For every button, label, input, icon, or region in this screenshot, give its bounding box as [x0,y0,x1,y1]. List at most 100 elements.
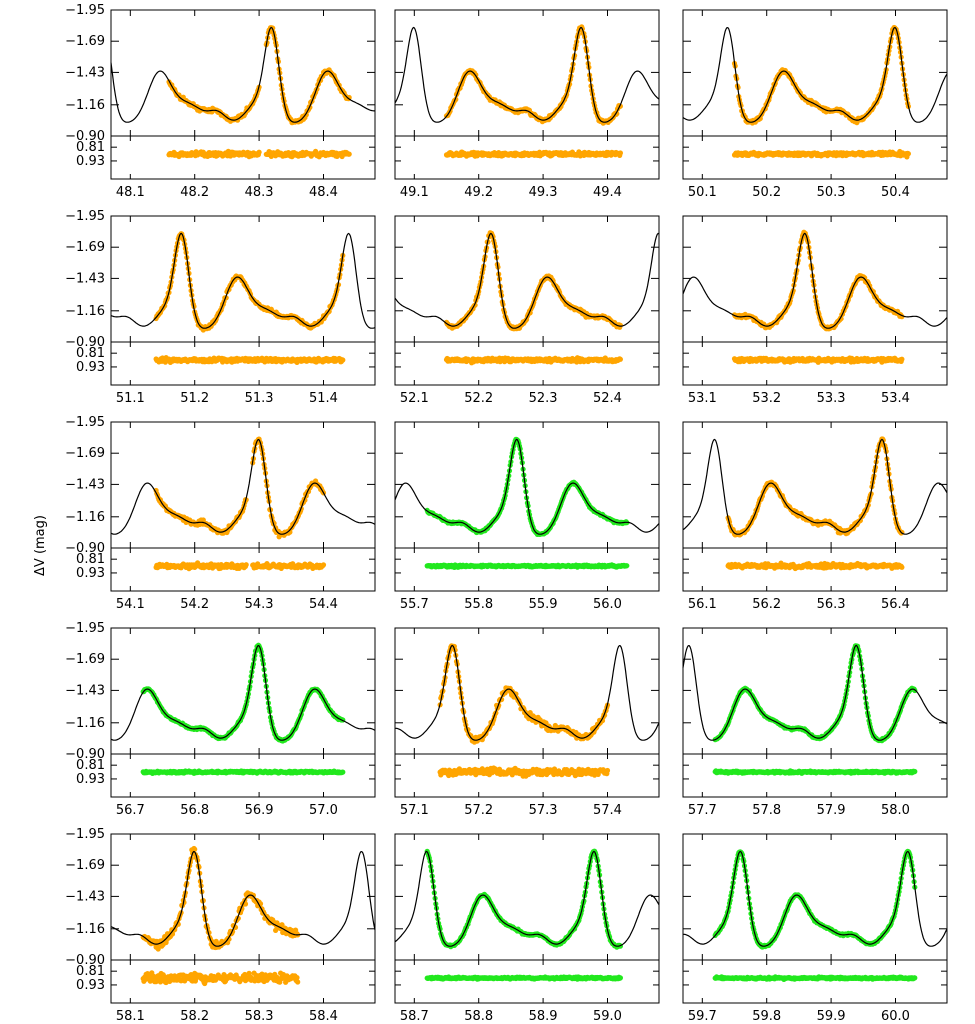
x-tick-label: 50.3 [817,185,846,200]
model-curve [110,26,375,123]
residual-tick-label: 0.93 [76,154,105,169]
y-tick-label: −1.16 [65,510,105,525]
x-tick-label: 52.2 [464,391,493,406]
residual-points [166,148,352,160]
residual-point [624,563,630,569]
x-tick-label: 52.1 [400,391,429,406]
residual-tick-label: 0.93 [76,566,105,581]
residual-tick-label: 0.93 [76,360,105,375]
panel-5: 52.1 52.2 52.3 52.4 [394,215,660,406]
y-tick-label: −1.16 [65,304,105,319]
residual-frame [110,753,376,798]
residual-point [340,357,346,363]
residual-point [905,151,912,157]
x-tick-label: 49.1 [400,185,429,200]
residual-point [256,149,262,155]
residual-tick-label: 0.81 [76,346,105,361]
residual-point [899,564,905,570]
data-points [153,436,327,540]
panel-3: 50.1 50.2 50.3 50.4 [682,9,948,200]
x-tick-label: 54.3 [245,597,274,612]
x-tick-label: 53.2 [752,391,781,406]
data-points [153,231,346,333]
x-tick-label: 52.3 [529,391,558,406]
x-tick-label: 50.4 [881,185,910,200]
residual-points [153,560,327,572]
x-tick-label: 56.3 [817,597,846,612]
residual-point [243,562,249,568]
panel-7: 54.1 54.2 54.3 54.4−1.95−1.69−1.43−1.16−0.9… [65,415,376,612]
x-tick-label: 53.1 [688,391,717,406]
data-points [731,229,905,332]
model-curve [110,232,376,329]
x-tick-label: 54.1 [116,597,145,612]
y-tick-label: −1.69 [65,34,105,49]
residual-points [731,355,905,365]
x-tick-label: 56.2 [752,597,781,612]
panel-9: 56.1 56.2 56.3 56.4 [682,421,948,612]
residual-frame [682,547,948,592]
x-tick-label: 48.4 [309,185,338,200]
x-tick-label: 56.4 [881,597,910,612]
residual-frame [110,135,376,180]
lightcurve-frame [394,9,660,137]
x-tick-label: 56.0 [593,597,622,612]
residual-points [153,355,346,365]
x-tick-label: 51.4 [309,391,338,406]
x-tick-label: 49.2 [464,185,493,200]
residual-points [443,355,624,366]
x-tick-label: 48.3 [245,185,274,200]
residual-frame [394,135,660,180]
y-tick-label: −1.43 [65,65,105,80]
x-tick-label: 49.3 [529,185,558,200]
lightcurve-frame [682,215,948,343]
residual-point [320,562,327,568]
residual-points [725,560,905,572]
panel-4: 51.1 51.2 51.3 51.4−1.95−1.69−1.43−1.16−0.9… [65,209,376,406]
residual-point [617,356,624,362]
y-tick-label: −1.43 [65,271,105,286]
residual-frame [394,547,660,592]
panel-6: 53.1 53.2 53.3 53.4 [682,215,948,406]
y-tick-label: −1.95 [65,209,105,224]
y-tick-label: −1.95 [65,415,105,430]
x-tick-label: 48.2 [180,185,209,200]
x-tick-label: 55.9 [529,597,558,612]
x-tick-label: 49.4 [593,185,622,200]
x-tick-label: 55.8 [464,597,493,612]
x-tick-label: 55.7 [400,597,429,612]
residual-frame [394,341,660,386]
panel-8: 55.7 55.8 55.9 56.0 [394,421,660,612]
x-tick-label: 53.4 [881,391,910,406]
residual-point [617,150,624,156]
data-points [140,642,346,744]
x-tick-label: 54.4 [309,597,338,612]
panel-2: 49.1 49.2 49.3 49.4 [394,9,660,200]
lightcurve-frame [682,9,948,137]
x-tick-label: 48.1 [116,185,145,200]
x-tick-label: 52.4 [593,391,622,406]
x-tick-label: 51.3 [245,391,274,406]
data-points [731,24,912,126]
x-tick-label: 54.2 [180,597,209,612]
residual-frame [682,135,948,180]
x-tick-label: 50.2 [752,185,781,200]
residual-point [899,356,905,362]
residual-points [731,148,912,160]
x-tick-label: 53.3 [817,391,846,406]
y-tick-label: −1.43 [65,477,105,492]
residual-tick-label: 0.81 [76,140,105,155]
residual-points [443,149,624,159]
y-tick-label: −1.69 [65,446,105,461]
residual-point [346,151,352,157]
residual-points [424,562,630,571]
x-tick-label: 56.1 [688,597,717,612]
y-tick-label: −1.95 [65,3,105,18]
y-tick-label: −0.90 [65,129,105,144]
model-curve [394,26,660,123]
panel-1: 48.1 48.2 48.3 48.4−1.95−1.69−1.43−1.16−0.9… [65,3,376,200]
data-points [166,25,352,126]
model-curve [110,438,376,535]
residual-frame [682,341,948,386]
y-tick-label: −1.69 [65,240,105,255]
